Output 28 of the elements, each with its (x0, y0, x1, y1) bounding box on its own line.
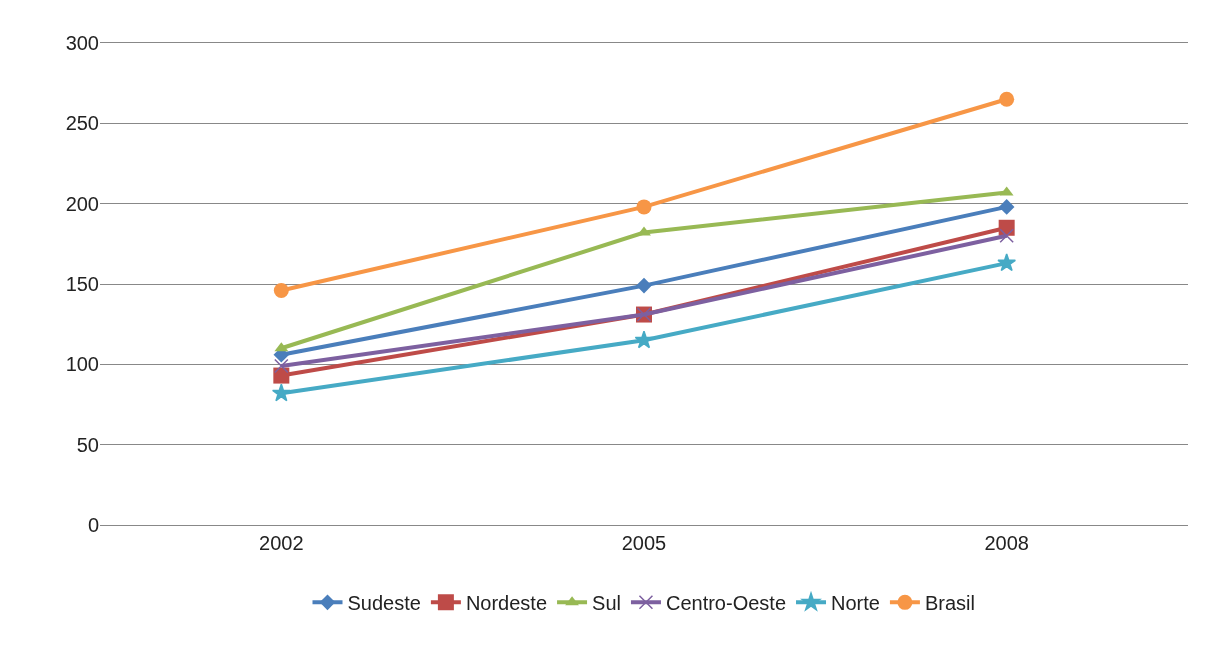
point (997, 253, 1017, 272)
point (999, 91, 1015, 107)
point (636, 277, 652, 294)
point (273, 367, 290, 384)
y-tick-label: 200 (65, 192, 99, 215)
y-tick-label: 0 (87, 514, 99, 536)
point (998, 199, 1015, 215)
legend-label: Centro-Oeste (665, 592, 787, 615)
y-tick-label: 300 (65, 32, 99, 54)
legend-label: Sul (592, 592, 621, 615)
x-tick-label: 2002 (259, 532, 304, 554)
legend-label: Nordeste (465, 592, 548, 615)
y-tick-label: 250 (65, 112, 99, 135)
point (271, 383, 291, 402)
y-tick-label: 150 (65, 273, 99, 295)
y-tick-label: 50 (76, 433, 99, 456)
legend-label: Brasil (924, 592, 975, 615)
y-tick-label: 100 (65, 353, 99, 376)
point (636, 199, 652, 215)
x-tick-label: 2008 (984, 532, 1029, 554)
legend-label: Sudeste (347, 592, 421, 615)
point (999, 228, 1014, 244)
x-tick-label: 2005 (621, 532, 667, 554)
point (274, 358, 289, 374)
legend-label: Norte (831, 592, 880, 615)
point (637, 226, 651, 236)
point (634, 330, 654, 349)
point (273, 282, 289, 298)
